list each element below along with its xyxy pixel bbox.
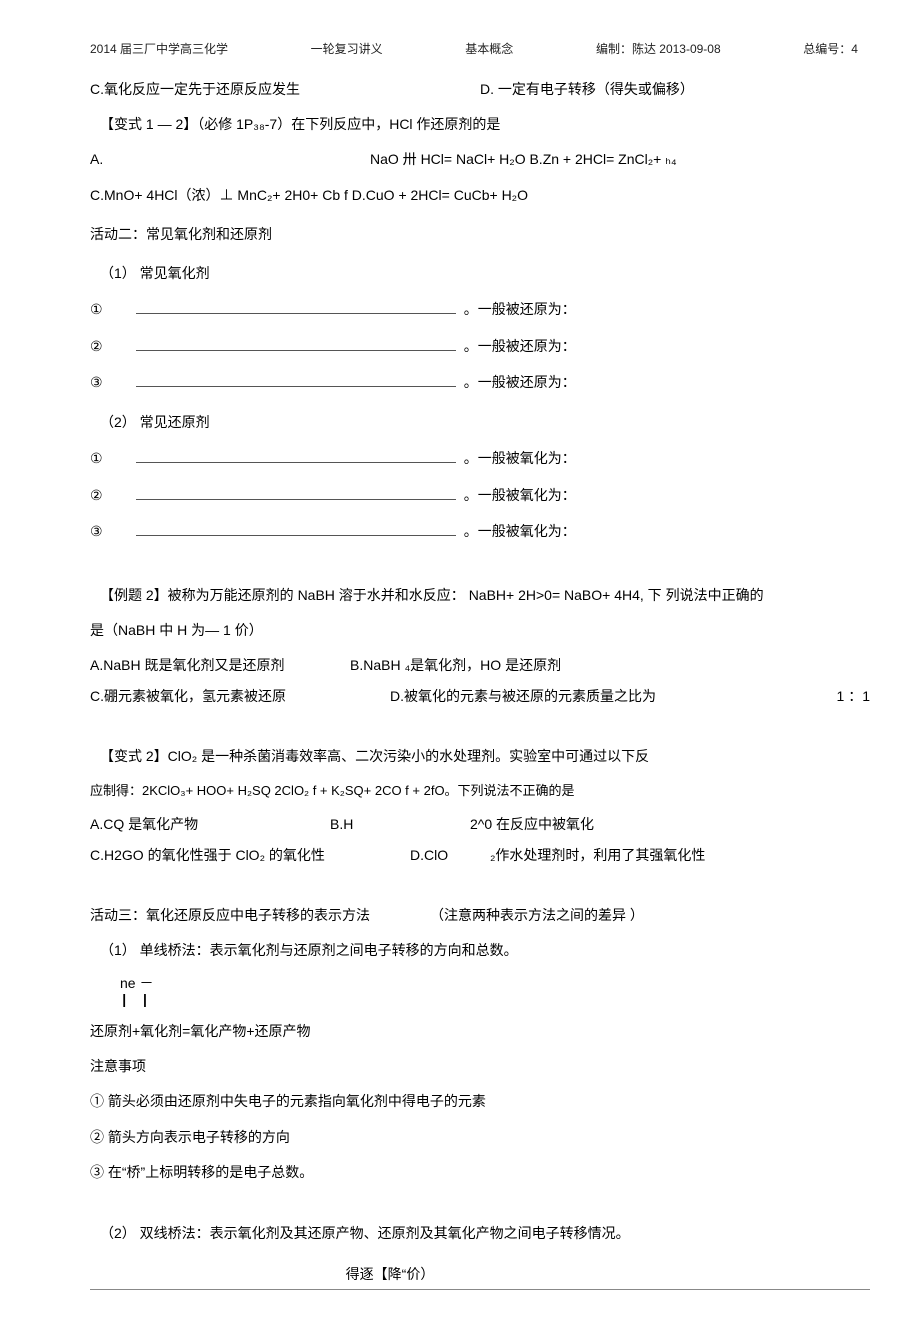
activity-3-title-note: （注意两种表示方法之间的差异 ）	[430, 903, 644, 928]
variant-1-2-a-eq: NaO 卅 HCl= NaCl+ H₂O B.Zn + 2HCl= ZnCl₂+…	[370, 147, 677, 172]
note-2: ② 箭头方向表示电子转移的方向	[90, 1125, 870, 1150]
ox-blank-3: ③ 。一般被还原为：	[90, 369, 870, 396]
example-2-d-ratio: 1 ：1	[790, 684, 870, 709]
red-tail: 。一般被氧化为：	[464, 487, 576, 503]
example-2-b: B.NaBH ₄是氧化剂，HO 是还原剂	[350, 653, 561, 678]
circle-2: ②	[90, 482, 110, 509]
ox-blank-1: ① 。一般被还原为：	[90, 296, 870, 323]
activity-3-m2: （2） 双线桥法：表示氧化剂及其还原产物、还原剂及其氧化产物之间电子转移情况。	[90, 1221, 870, 1246]
header-serial: 总编号：4	[803, 40, 858, 57]
spacer	[90, 555, 870, 573]
ox-blank-2: ② 。一般被还原为：	[90, 333, 870, 360]
ox-tail: 。一般被还原为：	[464, 374, 576, 390]
activity-3-m1: （1） 单线桥法：表示氧化剂与还原剂之间电子转移的方向和总数。	[90, 938, 870, 963]
activity-2-part2: （2） 常见还原剂	[90, 410, 870, 435]
ox-tail: 。一般被还原为：	[464, 301, 576, 317]
spacer	[90, 1195, 870, 1211]
page-root: 2014 届三厂中学高三化学 一轮复习讲义 基本概念 编制：陈达 2013-09…	[0, 0, 920, 1330]
option-d: D. 一定有电子转移（得失或偏移）	[480, 77, 870, 102]
page-header: 2014 届三厂中学高三化学 一轮复习讲义 基本概念 编制：陈达 2013-09…	[90, 40, 870, 57]
circle-3: ③	[90, 369, 110, 396]
bridge-ne: ne －	[120, 973, 870, 993]
variant-2-d: D.ClO	[410, 843, 490, 868]
header-topic: 基本概念	[465, 40, 513, 57]
note-3: ③ 在“桥”上标明转移的是电子总数。	[90, 1160, 870, 1185]
spacer	[90, 875, 870, 897]
activity-2-part1: （1） 常见氧化剂	[90, 261, 870, 286]
example-2-c: C.硼元素被氧化，氢元素被还原	[90, 684, 390, 709]
variant-2-a: A.CQ 是氧化产物	[90, 812, 330, 837]
variant-2-line1: 【变式 2】ClO₂ 是一种杀菌消毒效率高、二次污染小的水处理剂。实验室中可通过…	[90, 744, 870, 769]
spacer	[90, 716, 870, 734]
variant-2-b: B.H	[330, 812, 470, 837]
bridge-eq: 还原剂+氧化剂=氧化产物+还原产物	[90, 1019, 870, 1044]
blank-line[interactable]	[136, 485, 456, 500]
example-2-ab: A.NaBH 既是氧化剂又是还原剂 B.NaBH ₄是氧化剂，HO 是还原剂	[90, 653, 870, 678]
options-c-d: C.氧化反应一定先于还原反应发生 D. 一定有电子转移（得失或偏移）	[90, 77, 870, 102]
circle-3: ③	[90, 518, 110, 545]
blank-line[interactable]	[136, 299, 456, 314]
circle-1: ①	[90, 445, 110, 472]
bridge-marks: | |	[120, 993, 870, 1009]
option-c: C.氧化反应一定先于还原反应发生	[90, 77, 480, 102]
circle-2: ②	[90, 333, 110, 360]
variant-2-d-tail: ₂作水处理剂时，利用了其强氧化性	[490, 843, 705, 868]
variant-2-cd: C.H2GO 的氧化性强于 ClO₂ 的氧化性 D.ClO ₂作水处理剂时，利用…	[90, 843, 870, 868]
activity-2-title: 活动二：常见氧化剂和还原剂	[90, 222, 870, 247]
circle-1: ①	[90, 296, 110, 323]
red-blank-3: ③ 。一般被氧化为：	[90, 518, 870, 545]
header-school: 2014 届三厂中学高三化学	[90, 40, 228, 57]
red-blank-2: ② 。一般被氧化为：	[90, 482, 870, 509]
note-1: ① 箭头必须由还原剂中失电子的元素指向氧化剂中得电子的元素	[90, 1089, 870, 1114]
variant-2-c: C.H2GO 的氧化性强于 ClO₂ 的氧化性	[90, 843, 410, 868]
variant-2-line2: 应制得：2KClO₃+ HOO+ H₂SQ 2ClO₂ f + K₂SQ+ 2C…	[90, 779, 870, 802]
notes-header: 注意事项	[90, 1054, 870, 1079]
activity-3-title: 活动三：氧化还原反应中电子转移的表示方法	[90, 903, 430, 928]
example-2-cd: C.硼元素被氧化，氢元素被还原 D.被氧化的元素与被还原的元素质量之比为 1 ：…	[90, 684, 870, 709]
blank-line[interactable]	[136, 336, 456, 351]
variant-1-2-row-ab: A. NaO 卅 HCl= NaCl+ H₂O B.Zn + 2HCl= ZnC…	[90, 147, 870, 172]
variant-1-2-label: 【变式 1 — 2】（必修 1P₃₈-7）在下列反应中，HCl 作还原剂的是	[90, 112, 870, 137]
blank-line[interactable]	[136, 372, 456, 387]
red-blank-1: ① 。一般被氧化为：	[90, 445, 870, 472]
ox-tail: 。一般被还原为：	[464, 338, 576, 354]
variant-2-b-tail: 2^0 在反应中被氧化	[470, 812, 594, 837]
example-2-d: D.被氧化的元素与被还原的元素质量之比为	[390, 684, 790, 709]
footer-center-text: 得逐【降“价）	[90, 1264, 870, 1284]
red-tail: 。一般被氧化为：	[464, 523, 576, 539]
variant-1-2-c-eq: C.MnO+ 4HCl（浓）⊥ MnC₂+ 2H0+ Cb f D.CuO + …	[90, 183, 870, 208]
header-author: 编制：陈达 2013-09-08	[596, 40, 721, 57]
variant-2-ab: A.CQ 是氧化产物 B.H 2^0 在反应中被氧化	[90, 812, 870, 837]
activity-3-title-row: 活动三：氧化还原反应中电子转移的表示方法 （注意两种表示方法之间的差异 ）	[90, 903, 870, 928]
variant-1-2-a-label: A.	[90, 147, 370, 172]
example-2-a: A.NaBH 既是氧化剂又是还原剂	[90, 653, 350, 678]
red-tail: 。一般被氧化为：	[464, 450, 576, 466]
header-series: 一轮复习讲义	[311, 40, 383, 57]
example-2-line1: 【例题 2】被称为万能还原剂的 NaBH 溶于水并和水反应： NaBH+ 2H>…	[90, 583, 870, 608]
footer-underline	[90, 1288, 870, 1290]
blank-line[interactable]	[136, 448, 456, 463]
example-2-line2: 是（NaBH 中 H 为— 1 价）	[90, 618, 870, 643]
blank-line[interactable]	[136, 521, 456, 536]
